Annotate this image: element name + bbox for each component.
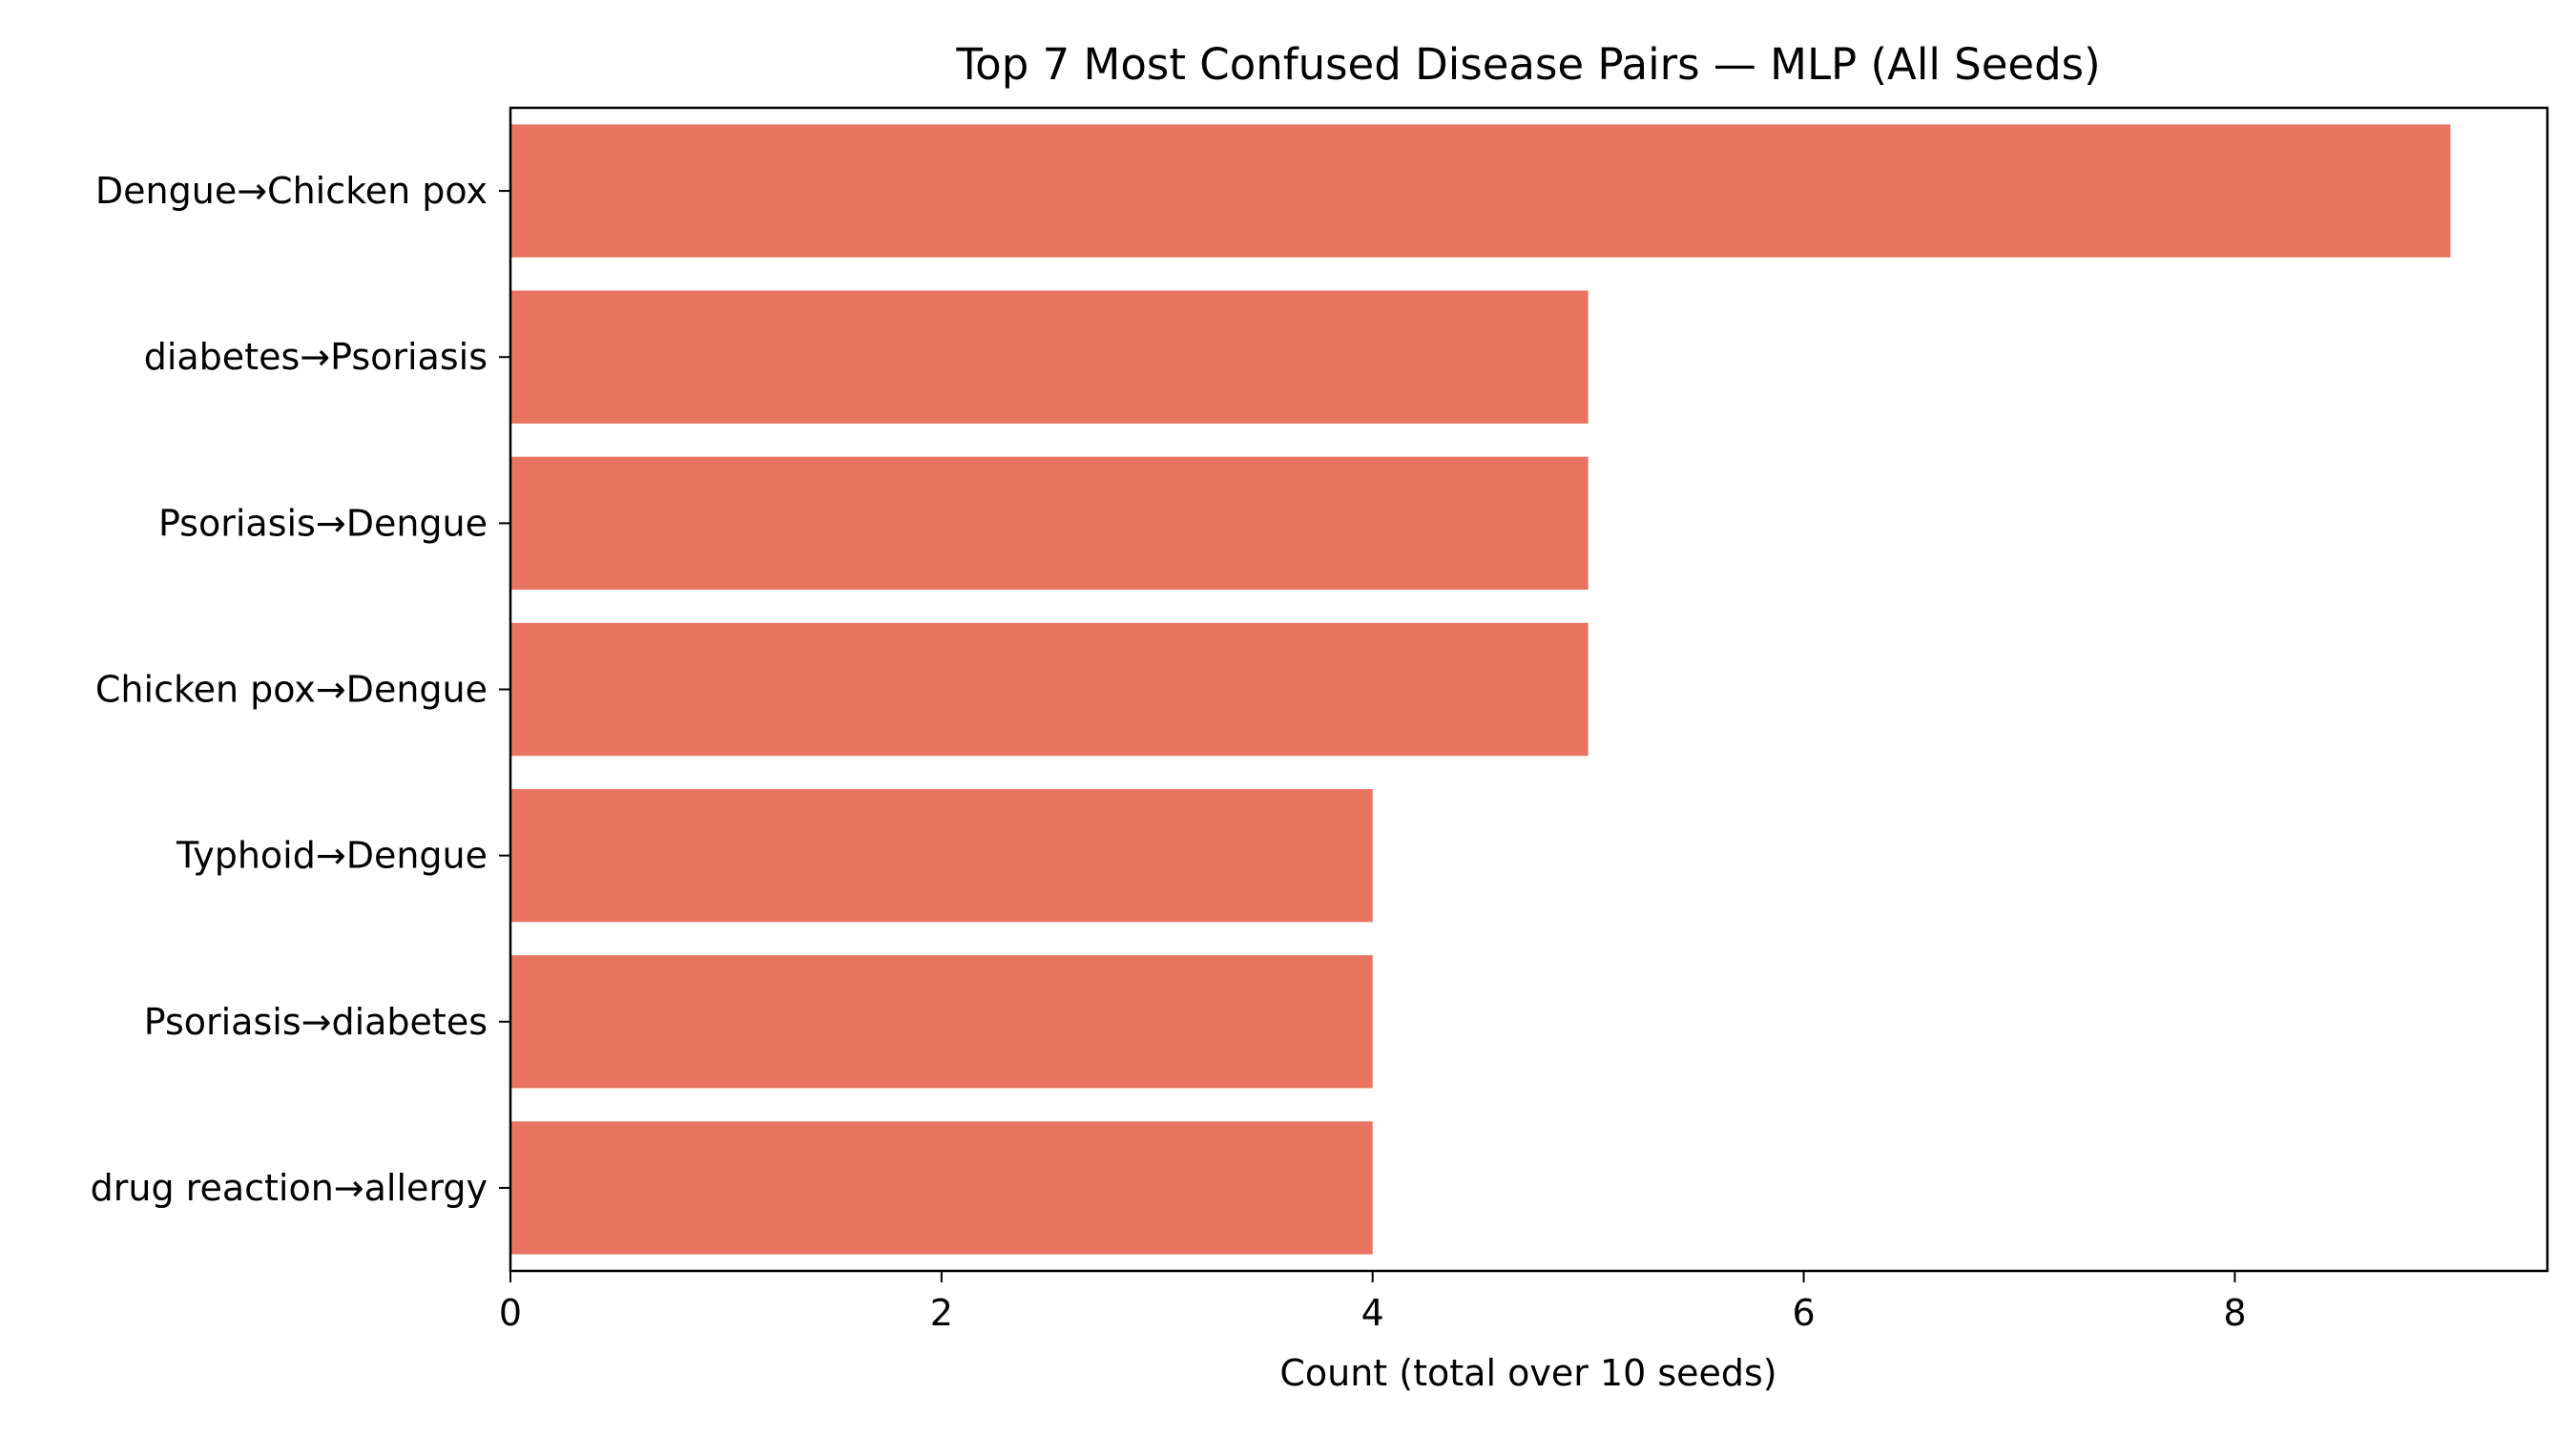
x-tick-label: 0 <box>499 1292 522 1334</box>
y-tick-label: Dengue→Chicken pox <box>95 170 488 212</box>
bar <box>510 124 2451 258</box>
bar <box>510 788 1373 923</box>
y-tick-label: diabetes→Psoriasis <box>144 336 488 378</box>
bars-layer <box>510 124 2451 1255</box>
x-tick-label: 6 <box>1792 1292 1815 1334</box>
x-tick-label: 2 <box>930 1292 953 1334</box>
y-tick-label: Psoriasis→Dengue <box>158 502 488 544</box>
plot-frame <box>509 106 2549 1273</box>
chart-title: Top 7 Most Confused Disease Pairs — MLP … <box>955 39 2100 90</box>
axes-layer: Dengue→Chicken pox diabetes→Psoriasis Psor… <box>91 106 2549 1334</box>
bar <box>510 290 1589 424</box>
y-tick-label: drug reaction→allergy <box>91 1167 488 1209</box>
y-tick-label: Typhoid→Dengue <box>176 835 488 877</box>
x-axis-label: Count (total over 10 seeds) <box>1279 1352 1776 1394</box>
x-tick-label: 8 <box>2223 1292 2246 1334</box>
bar <box>510 955 1373 1089</box>
bar <box>510 1121 1373 1255</box>
y-tick-label: Psoriasis→diabetes <box>144 1001 488 1043</box>
y-tick-label: Chicken pox→Dengue <box>95 669 488 711</box>
bar <box>510 622 1589 757</box>
x-tick-label: 4 <box>1361 1292 1384 1334</box>
bar <box>510 456 1589 591</box>
